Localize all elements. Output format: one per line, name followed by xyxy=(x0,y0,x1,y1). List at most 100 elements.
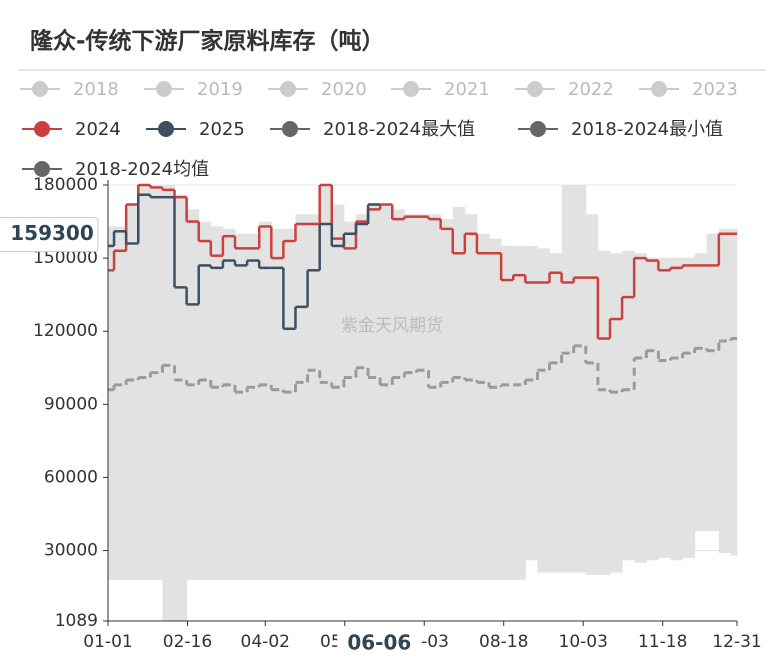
legend-label: 2025 xyxy=(199,119,245,140)
range-band xyxy=(307,214,321,580)
x-tick-label: 12-31 xyxy=(712,632,761,652)
y-tick-label: 1089 xyxy=(55,611,98,631)
legend-label: 2022 xyxy=(568,79,614,100)
legend-marker xyxy=(32,81,48,97)
x-tick-label: 11-18 xyxy=(638,632,687,652)
range-band xyxy=(489,238,502,580)
range-band xyxy=(138,185,151,580)
legend: 2018 2019 2020 2021 2022 2023 2024 2025 2018-202… xyxy=(20,79,738,180)
y-tick-label: 150000 xyxy=(33,248,98,268)
range-band xyxy=(537,248,551,573)
range-band xyxy=(622,250,635,561)
legend-item[interactable]: 2018-2024均值 xyxy=(22,159,209,180)
legend-label: 2020 xyxy=(321,79,367,100)
chart-title: 隆众-传统下游厂家原料库存（吨） xyxy=(30,28,385,55)
range-band xyxy=(513,245,526,580)
range-band xyxy=(343,221,357,580)
legend-marker xyxy=(282,121,298,137)
range-band xyxy=(392,209,405,580)
plot-area: 1089 30000 60000 90000 120000 150000 180000 紫金天… xyxy=(0,175,762,658)
legend-marker xyxy=(34,121,50,137)
range-band xyxy=(235,233,248,580)
y-tick-label: 30000 xyxy=(44,541,98,561)
range-band xyxy=(525,245,538,561)
range-band xyxy=(718,228,732,553)
legend-marker xyxy=(651,81,667,97)
legend-label: 2019 xyxy=(197,79,243,100)
watermark: 紫金天风期货 xyxy=(341,316,443,336)
series-4 xyxy=(108,337,737,394)
range-band xyxy=(597,250,611,575)
range-band xyxy=(501,245,514,580)
range-band xyxy=(198,221,212,580)
legend-item[interactable]: 2018-2024最小值 xyxy=(518,119,723,140)
range-band xyxy=(247,233,260,580)
range-band xyxy=(730,228,738,556)
legend-item[interactable]: 2024 xyxy=(22,119,121,140)
legend-item[interactable]: 2018 xyxy=(20,79,119,100)
range-band xyxy=(682,258,696,558)
x-tick-label: 02-16 xyxy=(163,632,212,652)
range-band xyxy=(283,228,296,580)
range-band xyxy=(694,253,708,532)
pointer-x-box xyxy=(337,628,422,658)
range-band xyxy=(658,258,671,558)
y-tick-label: 90000 xyxy=(44,394,98,414)
range-band xyxy=(452,206,466,580)
legend-label: 2023 xyxy=(692,79,738,100)
x-tick-label: 04-02 xyxy=(241,632,290,652)
range-band xyxy=(634,253,647,563)
range-band xyxy=(464,214,478,580)
legend-marker xyxy=(156,81,172,97)
legend-item[interactable]: 2021 xyxy=(391,79,490,100)
range-band xyxy=(271,228,284,580)
range-band xyxy=(368,204,381,580)
range-band xyxy=(150,185,163,580)
y-tick-label: 60000 xyxy=(44,467,98,487)
range-band xyxy=(380,204,393,580)
legend-label: 2024 xyxy=(75,119,121,140)
legend-marker xyxy=(280,81,296,97)
range-band xyxy=(174,194,188,621)
range-band xyxy=(404,214,417,580)
range-band xyxy=(416,214,430,580)
range-band xyxy=(573,185,587,573)
legend-label: 2018-2024最大值 xyxy=(323,119,475,140)
legend-item[interactable]: 2022 xyxy=(515,79,614,100)
range-band xyxy=(549,253,563,573)
range-band xyxy=(222,228,236,580)
legend-item[interactable]: 2018-2024最大值 xyxy=(270,119,475,140)
legend-label: 2021 xyxy=(444,79,490,100)
x-tick-label: 10-03 xyxy=(559,632,608,652)
pointer-y-box xyxy=(0,216,99,252)
legend-label: 2018-2024最小值 xyxy=(571,119,723,140)
range-band xyxy=(561,185,575,573)
series-0 xyxy=(108,183,737,340)
range-band xyxy=(355,214,369,580)
pointer-x-label: 06-06 xyxy=(347,631,411,655)
range-band xyxy=(186,209,200,580)
legend-marker xyxy=(530,121,546,137)
range-band xyxy=(259,221,272,580)
y-tick-label: 120000 xyxy=(33,321,98,341)
range-band xyxy=(706,233,720,532)
range-band xyxy=(108,226,115,580)
legend-label: 2018-2024均值 xyxy=(75,159,209,180)
range-band xyxy=(295,214,309,580)
range-band xyxy=(646,258,659,561)
legend-marker xyxy=(158,121,174,137)
legend-item[interactable]: 2019 xyxy=(144,79,243,100)
legend-item[interactable]: 2020 xyxy=(268,79,367,100)
x-tick-label: 01-01 xyxy=(83,632,132,652)
range-band xyxy=(476,233,490,580)
legend-item[interactable]: 2025 xyxy=(146,119,245,140)
series-1 xyxy=(108,193,381,331)
y-tick-label: 180000 xyxy=(33,175,98,195)
pointer-y-label: 159300 xyxy=(10,221,94,245)
range-band xyxy=(162,185,176,621)
range-band xyxy=(440,219,454,580)
legend-item[interactable]: 2023 xyxy=(639,79,738,100)
range-band xyxy=(126,204,139,580)
